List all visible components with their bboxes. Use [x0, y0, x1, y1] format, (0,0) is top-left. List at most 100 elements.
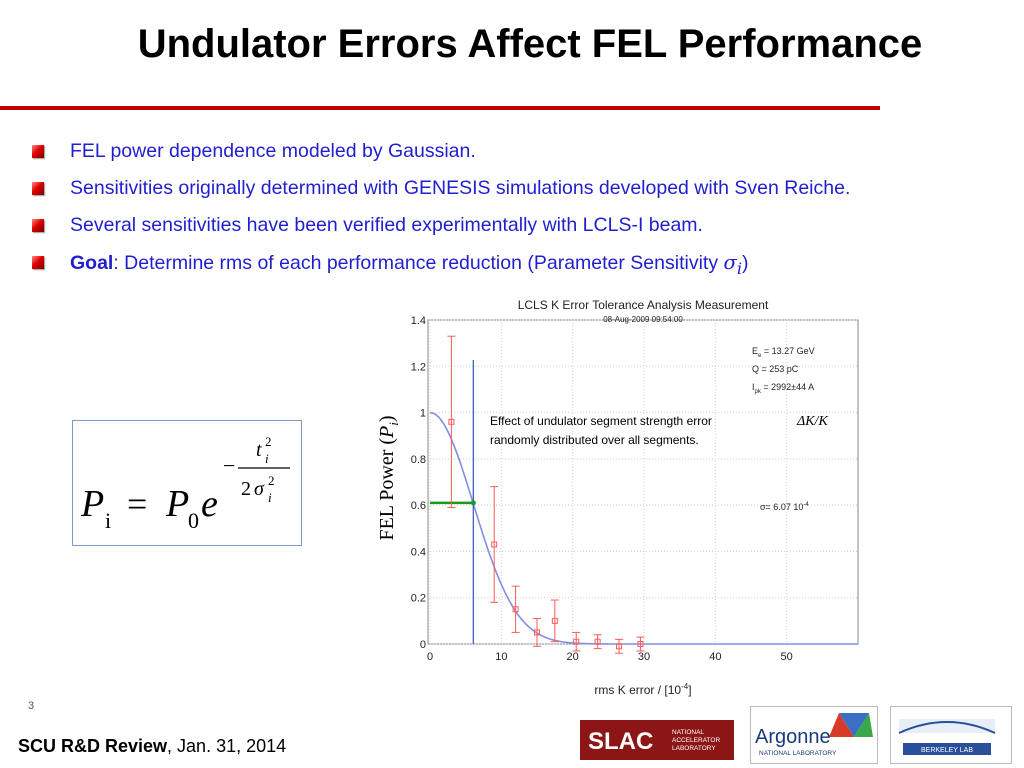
bullet-text: : Determine rms of each performance redu… — [113, 252, 724, 274]
formula-den-sup: 2 — [268, 473, 275, 488]
x-axis-label-close: ] — [688, 683, 691, 697]
y-tick-label: 0.4 — [411, 546, 426, 558]
y-tick-label: 0.2 — [411, 593, 426, 605]
svg-text:LABORATORY: LABORATORY — [672, 745, 716, 752]
x-tick-label: 0 — [427, 651, 433, 663]
slac-logo: SLAC NATIONAL ACCELERATOR LABORATORY — [580, 720, 734, 760]
y-tick-label: 0.8 — [411, 454, 426, 466]
annotation-line-1: Effect of undulator segment strength err… — [490, 414, 712, 428]
y-tick-label: 1.4 — [411, 315, 426, 327]
formula-lhs: P — [80, 483, 104, 525]
info-charge: Q = 253 pC — [752, 364, 799, 374]
formula-num-sup: 2 — [265, 434, 272, 449]
plot-annotation: Effect of undulator segment strength err… — [490, 414, 828, 447]
data-point — [573, 638, 580, 645]
argonne-logo: Argonne NATIONAL LABORATORY — [750, 706, 878, 764]
goal-label: Goal — [70, 252, 114, 274]
formula-den-coef: 2 — [241, 478, 251, 500]
data-point — [616, 643, 623, 650]
y-axis-label-close: ) — [376, 415, 398, 422]
svg-text:BERKELEY LAB: BERKELEY LAB — [921, 747, 973, 754]
gaussian-fit-layer — [429, 411, 858, 645]
info-energy: Ee = 13.27 GeV — [752, 346, 815, 359]
formula-equals: = — [127, 484, 147, 524]
page-number: 3 — [28, 700, 35, 712]
gaussian-fit-curve — [429, 411, 858, 645]
y-tick-label: 1.2 — [411, 361, 426, 373]
gaussian-formula: P i = P 0 e − t i 2 2 σ i 2 — [72, 420, 302, 546]
k-error-tolerance-chart: 0 10 20 30 40 50 0 0.2 0.4 0.6 0.8 1 1.2 1.4 LCLS K E… — [376, 290, 870, 700]
formula-graphic: P i = P 0 e − t i 2 2 σ i 2 — [80, 434, 290, 533]
argonne-logo-graphic: Argonne NATIONAL LABORATORY — [755, 713, 873, 757]
title-divider — [0, 106, 880, 110]
berkeley-lab-logo: BERKELEY LAB — [890, 706, 1012, 764]
y-tick-label: 1 — [420, 408, 426, 420]
svg-text:NATIONAL LABORATORY: NATIONAL LABORATORY — [759, 750, 837, 757]
data-point — [637, 641, 644, 647]
beam-info: Ee = 13.27 GeV Q = 253 pC Ipk = 2992±44 … — [752, 346, 815, 512]
bullet-text: FEL power dependence modeled by Gaussian… — [70, 140, 476, 162]
bullet-text: Several sensitivities have been verified… — [70, 214, 703, 236]
bullet-icon — [32, 145, 44, 158]
formula-num: t — [256, 439, 262, 461]
slac-logo-graphic: SLAC NATIONAL ACCELERATOR LABORATORY — [588, 728, 720, 755]
data-point — [594, 638, 601, 645]
svg-text:NATIONAL: NATIONAL — [672, 729, 704, 736]
chart-subtitle: 08-Aug-2009 09:54:00 — [603, 315, 683, 324]
data-point — [551, 617, 558, 624]
chart-title: LCLS K Error Tolerance Analysis Measurem… — [518, 298, 769, 312]
svg-text:SLAC: SLAC — [588, 728, 653, 755]
bullet-close: ) — [742, 252, 749, 274]
formula-minus: − — [223, 453, 235, 478]
x-axis-label: rms K error / [10-4] — [594, 682, 691, 697]
data-point — [534, 629, 540, 636]
slide-title: Undulator Errors Affect FEL Performance — [137, 22, 923, 66]
bullet-item: FEL power dependence modeled by Gaussian… — [32, 140, 850, 177]
y-axis-label-main: FEL Power ( — [376, 438, 398, 541]
data-point — [491, 541, 498, 548]
x-tick-label: 30 — [638, 651, 650, 663]
formula-exp-base: e — [201, 483, 218, 525]
formula-den-sub: i — [268, 490, 272, 505]
formula-den: σ — [254, 478, 265, 500]
sigma-value-label: σ= 6.07 10-4 — [760, 502, 809, 512]
data-points-layer — [447, 335, 645, 654]
formula-num-sub: i — [265, 451, 269, 466]
x-tick-label: 20 — [567, 651, 579, 663]
formula-rhs: P — [165, 483, 189, 525]
data-point — [448, 418, 455, 425]
y-axis-label-sub: i — [386, 422, 401, 426]
info-peak-current: Ipk = 2992±44 A — [752, 382, 814, 395]
x-tick-label: 10 — [495, 651, 507, 663]
tick-labels: 0 10 20 30 40 50 0 0.2 0.4 0.6 0.8 1 1.2 1.4 — [411, 315, 793, 663]
y-axis-label-var: P — [376, 426, 398, 439]
x-tick-label: 40 — [709, 651, 721, 663]
x-axis-label-main: rms K error / [10 — [594, 683, 681, 697]
y-tick-label: 0 — [420, 639, 426, 651]
bullet-item: Sensitivities originally determined with… — [32, 177, 850, 214]
footer-event: SCU R&D Review — [18, 736, 168, 756]
x-tick-label: 50 — [781, 651, 793, 663]
formula-rhs-sub: 0 — [188, 508, 199, 533]
data-point — [512, 606, 519, 613]
y-axis-label: FEL Power (Pi) — [376, 415, 401, 540]
x-axis-label-sup: -4 — [681, 682, 689, 691]
bullet-list: FEL power dependence modeled by Gaussian… — [32, 140, 850, 288]
bullet-item: Several sensitivities have been verified… — [32, 214, 850, 251]
y-tick-label: 0.6 — [411, 500, 426, 512]
bullet-icon — [32, 256, 44, 269]
bullet-icon — [32, 219, 44, 232]
sigma-marker-point — [470, 500, 476, 506]
svg-text:Argonne: Argonne — [755, 726, 831, 748]
bullet-text: Sensitivities originally determined with… — [70, 177, 851, 199]
bullet-icon — [32, 182, 44, 195]
footer: SCU R&D Review, Jan. 31, 2014 — [18, 736, 286, 757]
footer-date: , Jan. 31, 2014 — [167, 736, 287, 756]
svg-text:ACCELERATOR: ACCELERATOR — [672, 737, 720, 744]
sigma-symbol: σ — [723, 251, 737, 274]
sigma-subscript: i — [736, 258, 743, 278]
annotation-math: ΔK/K — [796, 414, 828, 429]
annotation-line-2: randomly distributed over all segments. — [490, 433, 699, 447]
berkeley-lab-logo-graphic: BERKELEY LAB — [898, 719, 996, 755]
bullet-item: Goal: Determine rms of each performance … — [32, 251, 850, 288]
